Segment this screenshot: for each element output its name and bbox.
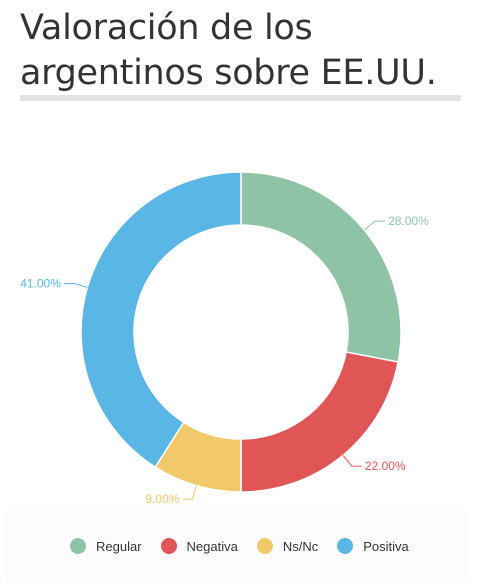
legend-item[interactable]: Negativa bbox=[160, 538, 238, 554]
legend-label: Positiva bbox=[363, 538, 409, 554]
legend-swatch bbox=[160, 538, 177, 554]
legend-label: Ns/Nc bbox=[282, 538, 319, 554]
leader-line bbox=[342, 454, 362, 467]
slice-labels: 28.00% 22.00% 9.00% 41.00% bbox=[20, 214, 429, 506]
donut-chart: 28.00% 22.00% 9.00% 41.00% bbox=[20, 171, 429, 506]
legend-swatch bbox=[70, 538, 86, 554]
leader-line bbox=[363, 220, 386, 231]
legend-item[interactable]: Ns/Nc bbox=[256, 538, 319, 554]
legend-label: Regular bbox=[96, 538, 142, 554]
legend-swatch bbox=[337, 538, 354, 554]
donut-slice-regular[interactable] bbox=[240, 171, 402, 363]
legend: Regular Negativa Ns/Nc Positiva bbox=[70, 535, 428, 557]
data-label: 9.00% bbox=[145, 492, 179, 506]
donut-slices bbox=[80, 171, 402, 493]
chart-title: Valoración de los argentinos sobre EE.UU… bbox=[20, 8, 437, 93]
legend-swatch bbox=[256, 538, 273, 554]
data-label: 22.00% bbox=[365, 459, 406, 473]
legend-item[interactable]: Regular bbox=[70, 538, 142, 554]
donut-slice-positiva[interactable] bbox=[80, 171, 242, 469]
data-label: 41.00% bbox=[20, 276, 61, 290]
legend-item[interactable]: Positiva bbox=[337, 538, 409, 554]
leader-line bbox=[182, 485, 197, 500]
legend-label: Negativa bbox=[186, 538, 238, 554]
data-label: 28.00% bbox=[388, 214, 429, 228]
title-divider bbox=[20, 95, 461, 101]
leader-line bbox=[63, 282, 88, 288]
